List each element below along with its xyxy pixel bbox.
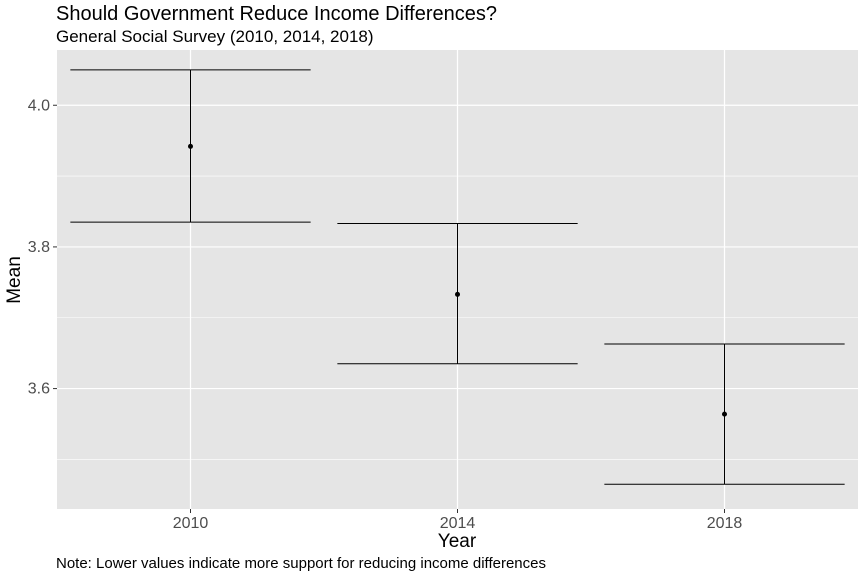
x-tick-label: 2010 [173,515,209,532]
mean-point [455,291,460,297]
mean-point [188,143,193,149]
x-tick-label: 2014 [440,515,476,532]
y-axis-ticks: 3.6 3.8 4.0 [28,97,57,398]
chart-title: Should Government Reduce Income Differen… [56,3,497,25]
error-bar-2010 [70,69,311,223]
error-bar-2018 [604,343,845,485]
chart-subtitle: General Social Survey (2010, 2014, 2018) [56,27,374,46]
y-tick-label: 3.8 [28,239,50,256]
mean-point [722,411,727,417]
y-tick-label: 4.0 [28,97,50,114]
y-axis-title: Mean [4,256,25,304]
x-tick-label: 2018 [707,515,743,532]
y-tick-label: 3.6 [28,381,50,398]
error-bars [70,69,845,485]
chart-caption: Note: Lower values indicate more support… [56,555,546,572]
x-axis-title: Year [438,531,477,552]
x-axis-ticks: 2010 2014 2018 [173,509,743,532]
error-bar-2014 [337,223,578,365]
